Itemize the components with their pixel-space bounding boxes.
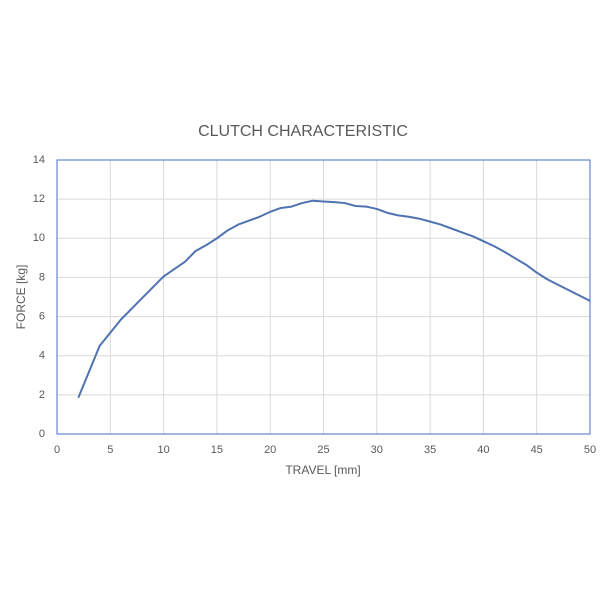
data-line xyxy=(77,199,591,399)
y-tick-label: 0 xyxy=(39,428,45,440)
x-tick-label: 5 xyxy=(107,444,113,456)
y-tick-label: 12 xyxy=(33,193,45,205)
y-tick-label: 4 xyxy=(39,350,45,362)
x-tick-label: 0 xyxy=(54,444,60,456)
y-tick-label: 8 xyxy=(39,271,45,283)
x-tick-label: 10 xyxy=(157,444,169,456)
x-tick-label: 25 xyxy=(317,444,329,456)
x-tick-label: 40 xyxy=(477,444,489,456)
plot-border xyxy=(56,159,591,435)
x-tick-label: 45 xyxy=(531,444,543,456)
x-tick-label: 35 xyxy=(424,444,436,456)
y-tick-label: 14 xyxy=(33,154,45,166)
x-tick-label: 15 xyxy=(211,444,223,456)
chart-title: CLUTCH CHARACTERISTIC xyxy=(198,123,408,140)
x-tick-label: 20 xyxy=(264,444,276,456)
y-tick-label: 10 xyxy=(33,232,45,244)
x-tick-label: 30 xyxy=(371,444,383,456)
x-axis-label: TRAVEL [mm] xyxy=(285,463,360,477)
x-tick-label: 50 xyxy=(584,444,596,456)
y-tick-label: 6 xyxy=(39,310,45,322)
y-axis-label: FORCE [kg] xyxy=(14,265,28,330)
y-tick-label: 2 xyxy=(39,389,45,401)
